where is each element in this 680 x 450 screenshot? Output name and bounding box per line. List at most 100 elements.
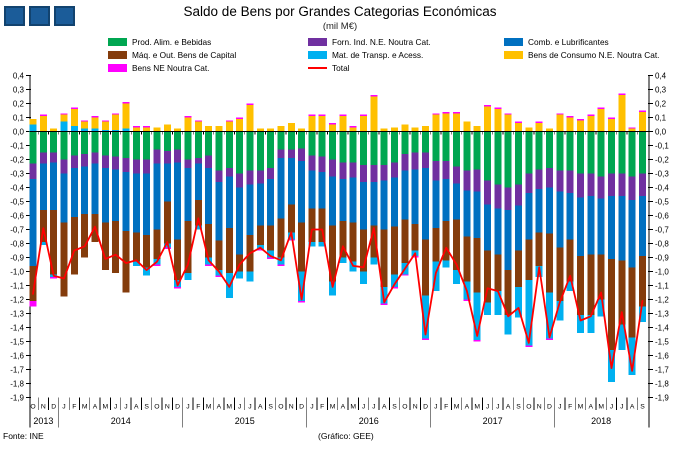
segment-ne	[638, 110, 646, 112]
segment-cons	[556, 114, 564, 132]
y-tick-label-left: -1,4	[10, 323, 24, 332]
segment-alim	[163, 131, 171, 152]
legend-label: Mat. de Transp. e Acess.	[332, 50, 424, 60]
segment-maq	[29, 265, 37, 301]
month-label: J	[62, 404, 65, 411]
segment-cons	[515, 123, 523, 132]
segment-ne	[349, 125, 357, 128]
segment-cons	[50, 128, 58, 132]
segment-forn	[163, 151, 171, 164]
segment-comb	[360, 181, 368, 230]
bar-7-M	[101, 120, 109, 271]
segment-comb	[607, 195, 615, 259]
bar-33-J	[370, 95, 378, 265]
legend-item-maq: Máq. e Out. Bens de Capital	[108, 50, 308, 60]
segment-cons	[576, 120, 584, 132]
segment-maq	[298, 222, 306, 272]
bar-48-O	[525, 127, 533, 348]
segment-cons	[318, 116, 326, 132]
bar-38-D	[422, 125, 430, 341]
bar-26-D	[298, 128, 306, 303]
segment-maq	[81, 214, 89, 258]
segment-alim	[587, 131, 595, 174]
segment-ne	[360, 114, 368, 117]
y-tick-label-left: -0,3	[10, 169, 24, 178]
segment-forn	[504, 187, 512, 210]
segment-alim	[70, 131, 78, 156]
segment-forn	[442, 160, 450, 180]
segment-maq	[153, 229, 161, 259]
segment-maq	[267, 225, 275, 251]
month-label: M	[102, 404, 108, 411]
segment-alim	[225, 131, 233, 168]
segment-maq	[401, 219, 409, 264]
segment-cons	[112, 114, 120, 131]
month-label: J	[238, 404, 241, 411]
segment-cons	[628, 128, 636, 132]
segment-forn	[556, 170, 564, 192]
segment-mat	[339, 257, 347, 264]
segment-ne	[60, 113, 68, 115]
segment-cons	[473, 125, 481, 132]
bar-18-A	[215, 125, 223, 278]
y-tick-label-left: 0,2	[13, 99, 25, 108]
segment-comb	[236, 187, 244, 255]
segment-alim	[473, 131, 481, 170]
bar-42-A	[463, 121, 471, 301]
month-label: D	[299, 404, 304, 411]
segment-maq	[607, 258, 615, 350]
segment-comb	[618, 195, 626, 261]
segment-ne	[370, 95, 378, 97]
segment-mat	[391, 274, 399, 287]
y-tick-label-right: -0,8	[655, 239, 669, 248]
segment-alim	[205, 131, 213, 156]
segment-mat	[453, 270, 461, 285]
segment-ne	[132, 125, 140, 128]
month-label: A	[217, 404, 222, 411]
segment-maq	[463, 236, 471, 282]
segment-alim	[101, 131, 109, 156]
y-tick-label-right: -1,9	[655, 393, 669, 402]
segment-comb	[556, 191, 564, 248]
segment-comb	[546, 187, 553, 234]
segment-ne	[50, 277, 58, 279]
segment-alim	[29, 131, 37, 164]
segment-mat	[504, 314, 512, 335]
bar-25-N	[287, 123, 295, 241]
segment-ne	[546, 338, 553, 341]
segment-cons	[308, 116, 316, 132]
segment-comb	[50, 162, 58, 210]
segment-cons	[380, 128, 388, 132]
segment-comb	[411, 169, 419, 224]
segment-mat	[70, 125, 78, 132]
segment-alim	[401, 131, 409, 154]
month-label: N	[413, 404, 418, 411]
y-tick-label-right: -1,6	[655, 351, 669, 360]
segment-cons	[546, 128, 553, 132]
segment-ne	[174, 286, 182, 289]
segment-alim	[597, 131, 605, 177]
segment-alim	[638, 131, 646, 174]
segment-alim	[256, 131, 264, 171]
month-label: D	[547, 404, 552, 411]
segment-comb	[112, 169, 120, 222]
segment-ne	[287, 239, 295, 241]
y-tick-label-left: 0,1	[13, 113, 25, 122]
segment-alim	[91, 131, 99, 153]
segment-comb	[638, 195, 646, 257]
segment-maq	[308, 208, 316, 243]
logo-square	[4, 6, 25, 26]
segment-mat	[587, 314, 595, 334]
segment-maq	[638, 256, 646, 307]
segment-forn	[60, 159, 68, 174]
legend-item-cons: Bens de Consumo N.E. Noutra Cat.	[504, 50, 680, 60]
segment-alim	[329, 131, 337, 160]
segment-comb	[473, 191, 481, 238]
segment-cons	[277, 125, 285, 132]
segment-forn	[174, 149, 182, 163]
bar-43-M	[473, 125, 481, 342]
bar-39-J	[432, 113, 440, 292]
segment-alim	[628, 131, 636, 177]
segment-ne	[236, 117, 244, 119]
